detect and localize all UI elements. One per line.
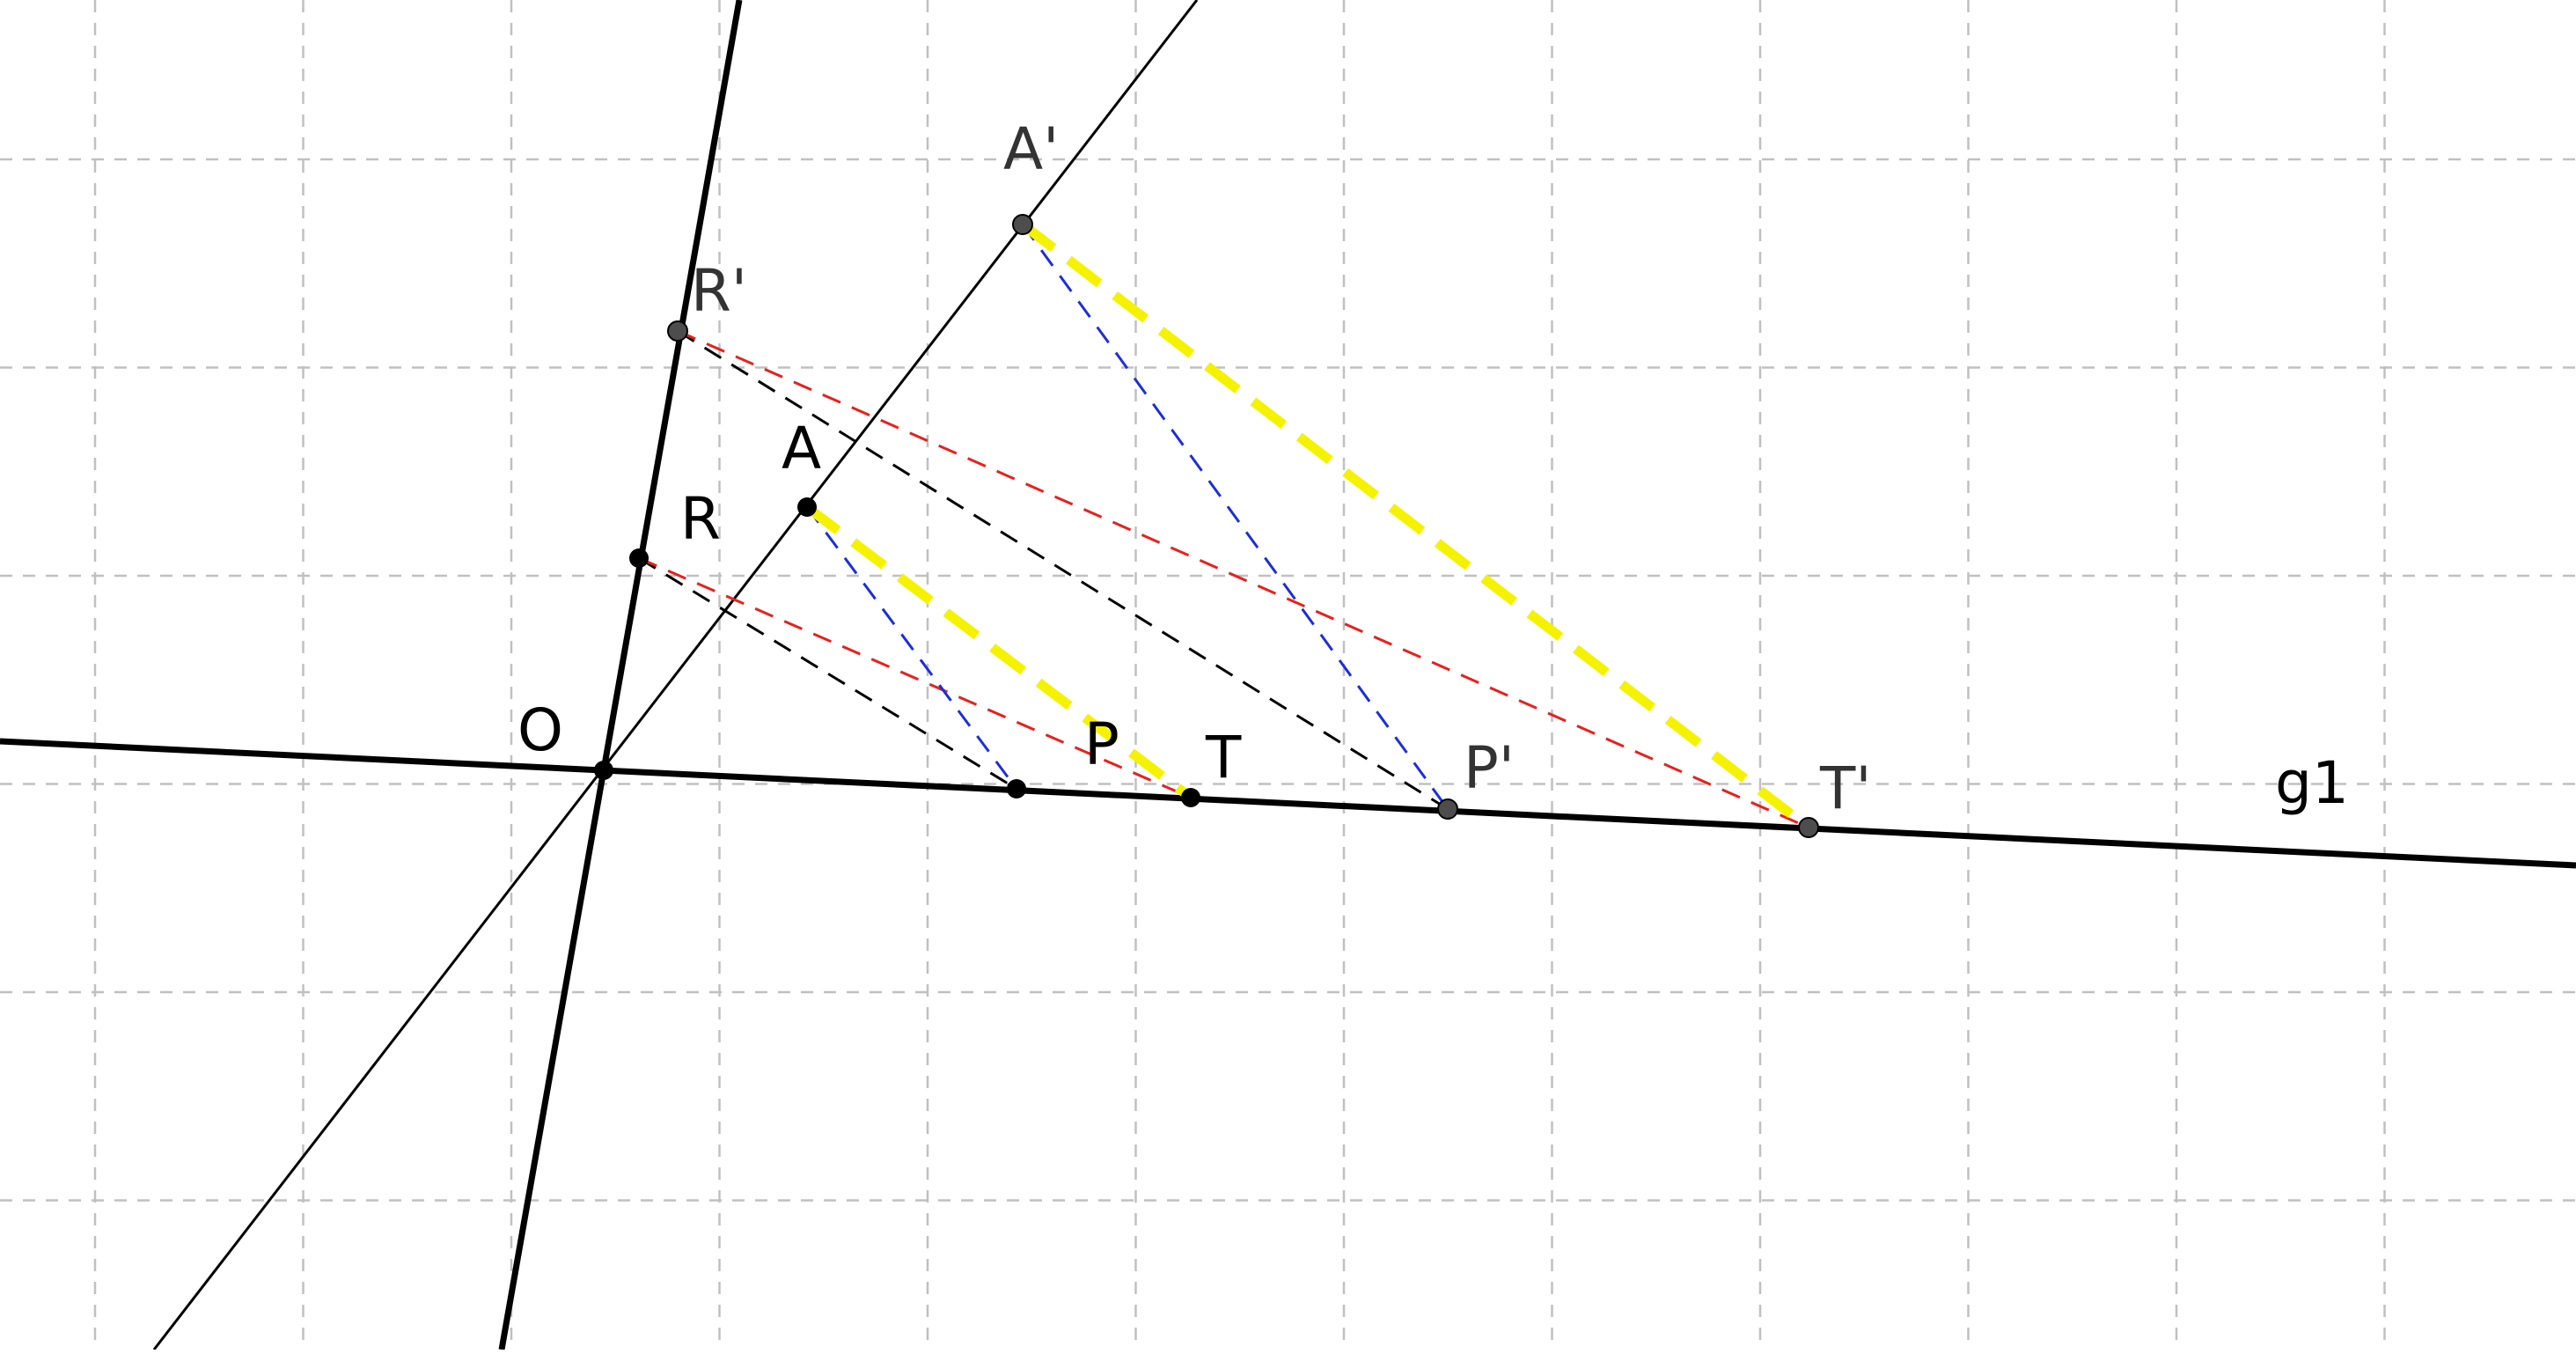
line-OR[interactable] [498, 0, 743, 1350]
label-g1: g1 [2275, 749, 2349, 817]
segment-A-T-highlight [804, 503, 1194, 802]
segment-Rp-Tp-red [677, 329, 1809, 829]
point-A[interactable] [797, 497, 817, 517]
segment-Ap-Pp-blue [1021, 224, 1449, 810]
point-P-prime[interactable] [1437, 798, 1458, 820]
point-R-prime[interactable] [667, 320, 688, 342]
label-T-prime: T' [1819, 754, 1871, 822]
label-T: T [1205, 724, 1242, 791]
segment-Rp-Pp-black [677, 329, 1449, 811]
segment-Ap-Tp-highlight [1019, 220, 1812, 832]
label-A: A [782, 415, 821, 482]
label-A-prime: A' [1003, 115, 1059, 183]
line-g1[interactable] [0, 738, 2576, 869]
point-P[interactable] [1007, 779, 1026, 798]
label-R-prime: R' [691, 257, 747, 325]
label-P-prime: P' [1464, 734, 1515, 802]
label-R: R [680, 485, 721, 553]
point-A-prime[interactable] [1012, 214, 1033, 235]
point-T-prime[interactable] [1798, 817, 1819, 838]
label-O: O [517, 696, 563, 764]
segment-R-P-black [638, 556, 1017, 791]
point-O[interactable] [594, 761, 613, 780]
segment-R-T-red [638, 556, 1192, 799]
label-P: P [1084, 710, 1119, 778]
segment-A-P-blue [805, 506, 1018, 790]
point-R[interactable] [629, 548, 649, 568]
line-OA[interactable] [152, 0, 1199, 1350]
point-T[interactable] [1181, 788, 1200, 807]
